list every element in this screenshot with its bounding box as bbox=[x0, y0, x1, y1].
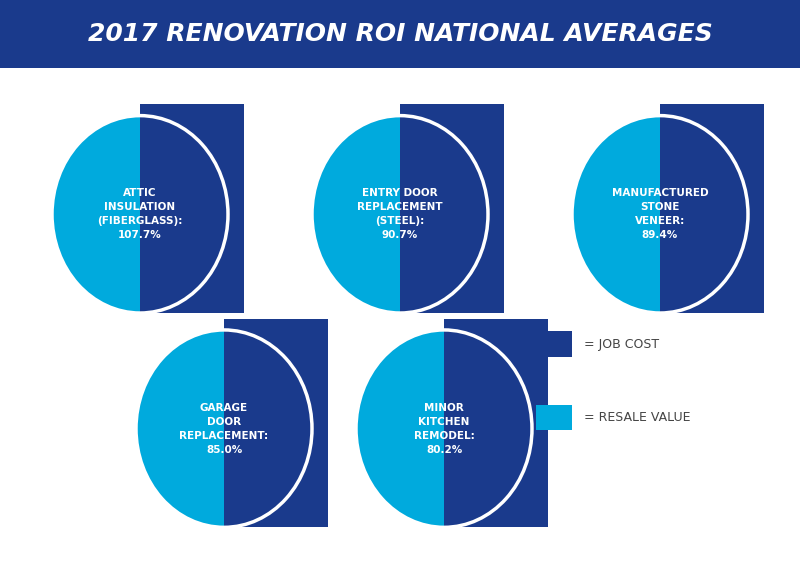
Text: MANUFACTURED
STONE
VENEER:
89.4%: MANUFACTURED STONE VENEER: 89.4% bbox=[612, 188, 708, 240]
FancyBboxPatch shape bbox=[140, 104, 244, 313]
Ellipse shape bbox=[572, 116, 748, 313]
Text: ENTRY DOOR
REPLACEMENT
(STEEL):
90.7%: ENTRY DOOR REPLACEMENT (STEEL): 90.7% bbox=[357, 188, 443, 240]
Ellipse shape bbox=[52, 116, 228, 313]
FancyBboxPatch shape bbox=[536, 332, 572, 357]
FancyBboxPatch shape bbox=[660, 104, 764, 313]
FancyBboxPatch shape bbox=[400, 104, 504, 313]
Ellipse shape bbox=[52, 116, 228, 313]
Ellipse shape bbox=[356, 330, 532, 527]
Text: 2017 RENOVATION ROI NATIONAL AVERAGES: 2017 RENOVATION ROI NATIONAL AVERAGES bbox=[88, 22, 712, 46]
Ellipse shape bbox=[136, 330, 312, 527]
Ellipse shape bbox=[312, 116, 488, 313]
Ellipse shape bbox=[572, 116, 748, 313]
Ellipse shape bbox=[136, 330, 312, 527]
Ellipse shape bbox=[312, 116, 488, 313]
FancyBboxPatch shape bbox=[536, 405, 572, 430]
FancyBboxPatch shape bbox=[224, 319, 328, 527]
Text: MINOR
KITCHEN
REMODEL:
80.2%: MINOR KITCHEN REMODEL: 80.2% bbox=[414, 403, 474, 455]
Text: = JOB COST: = JOB COST bbox=[584, 337, 659, 351]
Ellipse shape bbox=[356, 330, 532, 527]
Text: = RESALE VALUE: = RESALE VALUE bbox=[584, 411, 690, 424]
FancyBboxPatch shape bbox=[444, 319, 548, 527]
Text: ATTIC
INSULATION
(FIBERGLASS):
107.7%: ATTIC INSULATION (FIBERGLASS): 107.7% bbox=[98, 188, 182, 240]
FancyBboxPatch shape bbox=[0, 0, 800, 68]
Text: GARAGE
DOOR
REPLACEMENT:
85.0%: GARAGE DOOR REPLACEMENT: 85.0% bbox=[179, 403, 269, 455]
